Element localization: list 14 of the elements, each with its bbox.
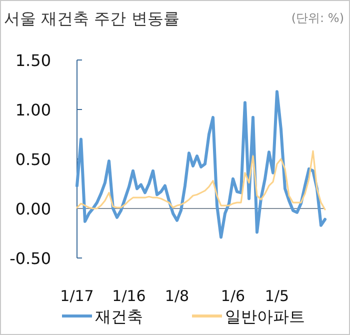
y-tick-label: 0.00	[15, 200, 51, 218]
chart-title: 서울 재건축 주간 변동률	[4, 9, 180, 28]
y-tick-label: 1.00	[15, 100, 51, 120]
x-tick-label: 1/17	[60, 287, 94, 305]
x-tick-label: 1/6	[220, 287, 246, 305]
y-tick-label: 1.50	[15, 51, 51, 70]
x-tick-label: 1/5	[264, 287, 290, 305]
y-tick-label: -0.50	[10, 249, 51, 268]
y-tick-label: 0.50	[15, 150, 51, 169]
legend-label: 일반아파트	[225, 307, 305, 326]
x-tick-label: 1/16	[112, 287, 146, 305]
text: (단위: %)	[291, 11, 344, 25]
legend-label: 재건축	[95, 307, 143, 326]
x-tick-label: 1/8	[164, 287, 190, 305]
